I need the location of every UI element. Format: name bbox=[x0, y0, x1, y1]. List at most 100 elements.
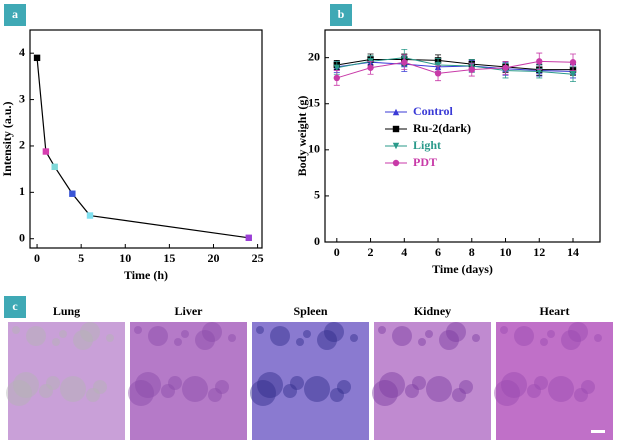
y-tick-label: 5 bbox=[314, 188, 320, 202]
tissue-texture bbox=[452, 388, 466, 402]
tissue-texture bbox=[446, 322, 466, 342]
marker bbox=[434, 70, 442, 77]
tissue-texture bbox=[174, 338, 182, 346]
marker bbox=[536, 58, 543, 65]
tissue-texture bbox=[270, 326, 290, 346]
marker bbox=[434, 61, 442, 69]
x-tick-label: 0 bbox=[334, 245, 340, 259]
tissue-texture bbox=[181, 330, 189, 338]
tissue-texture bbox=[202, 322, 222, 342]
tissue-texture bbox=[372, 380, 398, 406]
x-tick-label: 20 bbox=[207, 251, 219, 265]
marker bbox=[86, 212, 94, 219]
y-tick-label: 15 bbox=[308, 95, 320, 109]
marker bbox=[401, 59, 408, 66]
tissue-texture bbox=[548, 376, 574, 402]
tissue-texture bbox=[26, 326, 46, 346]
y-tick-label: 1 bbox=[19, 184, 25, 198]
tissue-texture bbox=[561, 330, 581, 350]
y-axis-label: Intensity (a.u.) bbox=[0, 101, 14, 176]
tissue-texture bbox=[80, 322, 100, 342]
tissue-texture bbox=[135, 372, 161, 398]
marker bbox=[502, 64, 509, 71]
tissue-texture bbox=[594, 334, 602, 342]
x-axis-label: Time (days) bbox=[432, 262, 493, 276]
marker bbox=[569, 71, 577, 78]
tissue-texture bbox=[39, 384, 53, 398]
tissue-texture bbox=[540, 338, 548, 346]
x-tick-label: 14 bbox=[567, 245, 579, 259]
tissue-texture bbox=[283, 384, 297, 398]
marker bbox=[333, 64, 341, 71]
legend-label: Light bbox=[413, 138, 441, 152]
panel-label-box bbox=[4, 4, 26, 26]
x-tick-label: 10 bbox=[119, 251, 131, 265]
tissue-texture bbox=[574, 388, 588, 402]
tissue-texture bbox=[257, 372, 283, 398]
tissue-texture bbox=[303, 330, 311, 338]
legend-label: Ru-2(dark) bbox=[413, 121, 471, 135]
tissue-texture bbox=[60, 376, 86, 402]
marker bbox=[367, 64, 374, 71]
tissue-texture bbox=[378, 326, 386, 334]
tissue-texture bbox=[317, 330, 337, 350]
panel-label: a bbox=[12, 7, 18, 21]
tissue-texture bbox=[215, 380, 229, 394]
y-tick-label: 0 bbox=[314, 234, 320, 248]
legend-marker bbox=[392, 108, 400, 116]
tissue-texture bbox=[208, 388, 222, 402]
image-title: Liver bbox=[175, 304, 204, 318]
y-tick-label: 0 bbox=[19, 230, 25, 244]
marker bbox=[333, 74, 341, 82]
tissue-texture bbox=[290, 376, 304, 390]
series-line bbox=[336, 57, 574, 75]
image-title: Lung bbox=[53, 304, 80, 318]
marker bbox=[69, 190, 76, 197]
tissue-texture bbox=[250, 380, 276, 406]
tissue-texture bbox=[527, 384, 541, 398]
tissue-texture bbox=[182, 376, 208, 402]
tissue-texture bbox=[304, 376, 330, 402]
legend-marker bbox=[392, 125, 400, 133]
y-axis-label: Body weight (g) bbox=[295, 96, 309, 177]
tissue-texture bbox=[330, 388, 344, 402]
image-title: Spleen bbox=[293, 304, 327, 318]
tissue-texture bbox=[547, 330, 555, 338]
tissue-texture bbox=[392, 326, 412, 346]
tissue-texture bbox=[500, 326, 508, 334]
tissue-texture bbox=[256, 326, 264, 334]
tissue-texture bbox=[195, 330, 215, 350]
tissue-texture bbox=[161, 384, 175, 398]
panel-label: b bbox=[338, 7, 345, 21]
tissue-texture bbox=[106, 334, 114, 342]
y-tick-label: 3 bbox=[19, 91, 25, 105]
data-line bbox=[36, 57, 249, 239]
tissue-texture bbox=[459, 380, 473, 394]
tissue-texture bbox=[228, 334, 236, 342]
tissue-texture bbox=[128, 380, 154, 406]
legend-marker bbox=[392, 159, 400, 167]
tissue-image bbox=[130, 322, 247, 440]
image-title: Heart bbox=[540, 304, 570, 318]
marker bbox=[51, 163, 58, 171]
tissue-texture bbox=[12, 326, 20, 334]
x-tick-label: 10 bbox=[500, 245, 512, 259]
legend-marker bbox=[392, 142, 400, 150]
tissue-image bbox=[8, 322, 125, 440]
series-line bbox=[336, 60, 574, 79]
tissue-texture bbox=[52, 338, 60, 346]
legend-label: PDT bbox=[413, 155, 437, 169]
tissue-texture bbox=[93, 380, 107, 394]
x-tick-label: 0 bbox=[34, 251, 40, 265]
tissue-texture bbox=[412, 376, 426, 390]
tissue-texture bbox=[73, 330, 93, 350]
tissue-texture bbox=[148, 326, 168, 346]
tissue-texture bbox=[59, 330, 67, 338]
scale-bar bbox=[591, 430, 605, 433]
tissue-texture bbox=[134, 326, 142, 334]
tissue-image bbox=[496, 322, 613, 440]
x-axis-label: Time (h) bbox=[124, 268, 168, 282]
marker bbox=[468, 66, 475, 73]
panel-label-box bbox=[330, 4, 352, 26]
marker bbox=[245, 234, 252, 241]
